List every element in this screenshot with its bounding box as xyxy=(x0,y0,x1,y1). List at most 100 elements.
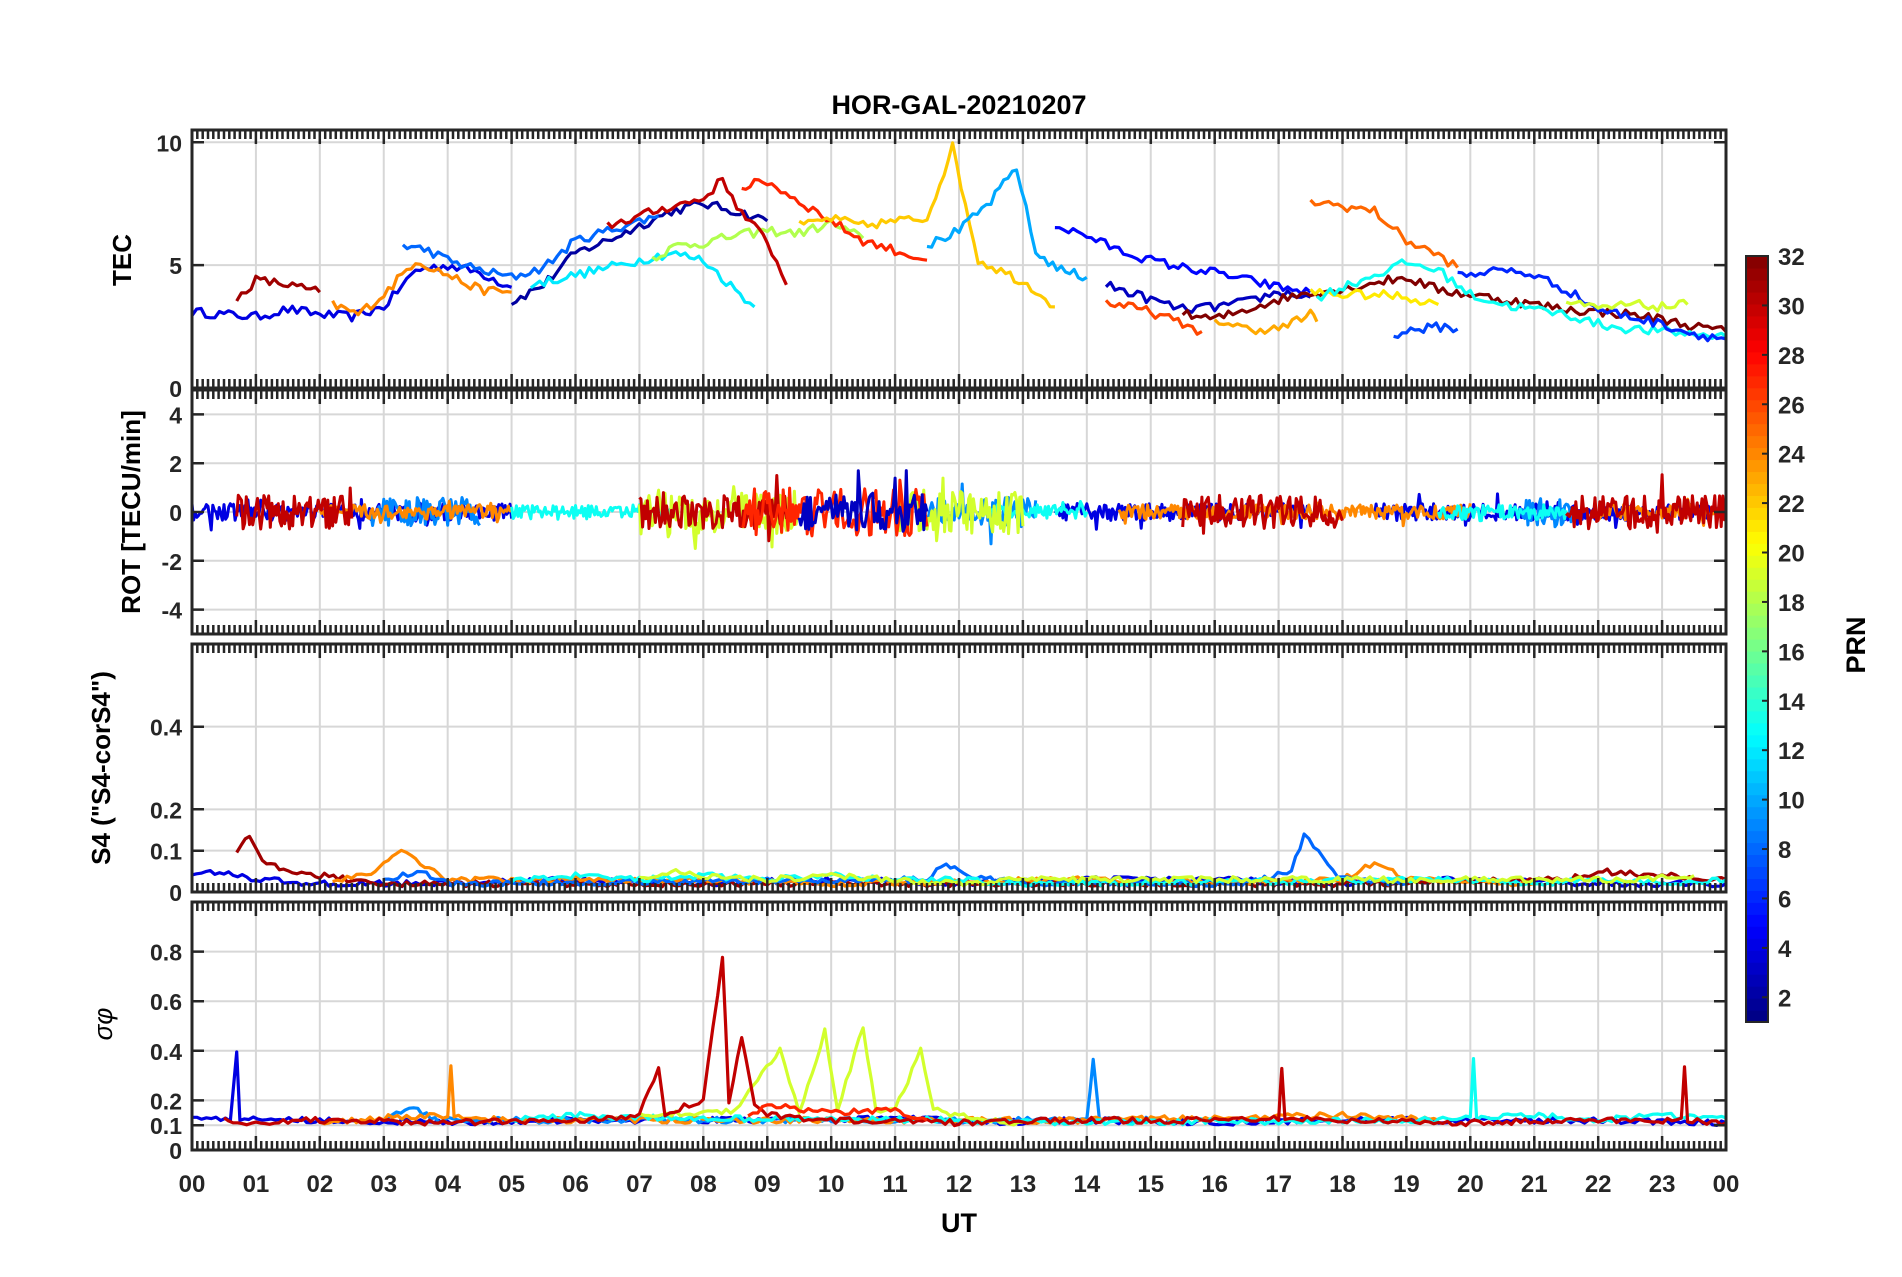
x-tick-label: 02 xyxy=(306,1171,333,1198)
colorbar-band xyxy=(1746,495,1768,508)
x-tick-label: 16 xyxy=(1201,1171,1228,1198)
colorbar-band xyxy=(1746,770,1768,784)
y-tick-label: 0 xyxy=(169,500,182,526)
colorbar-band xyxy=(1746,555,1768,568)
y-tick-label: 0.4 xyxy=(150,1039,182,1065)
series-line-prn-5 xyxy=(1054,226,1312,296)
x-tick-label: 20 xyxy=(1457,1171,1484,1198)
series-line-prn-19 xyxy=(638,1026,1024,1127)
colorbar-band xyxy=(1746,746,1768,760)
series-line-prn-30 xyxy=(1181,493,1344,535)
x-tick-label: 06 xyxy=(562,1171,589,1198)
colorbar-band xyxy=(1746,339,1768,353)
panel-ylabel-rot: ROT [TECU/min] xyxy=(116,410,146,614)
series-line-prn-31 xyxy=(235,274,321,302)
colorbar-band xyxy=(1746,998,1768,1011)
y-tick-label: 0.8 xyxy=(150,940,182,966)
x-tick-label: 09 xyxy=(754,1171,781,1198)
colorbar-tick-label: 24 xyxy=(1778,442,1805,469)
colorbar-label: PRN xyxy=(1841,616,1871,673)
colorbar-band xyxy=(1746,782,1768,796)
colorbar-band xyxy=(1746,986,1768,999)
series-line-prn-27 xyxy=(741,177,928,262)
series-line-prn-30 xyxy=(235,486,354,531)
x-tick-marks xyxy=(190,644,1728,892)
grid-layer xyxy=(192,130,1726,1151)
x-tick-label: 15 xyxy=(1137,1171,1164,1198)
series-line-prn-19 xyxy=(639,868,1695,888)
colorbar-tick-label: 8 xyxy=(1778,837,1791,864)
colorbar-tick-label: 4 xyxy=(1778,936,1792,963)
y-tick-label: 0.2 xyxy=(150,797,182,823)
colorbar-band xyxy=(1746,543,1768,556)
colorbar-band xyxy=(1746,734,1768,748)
colorbar-tick-label: 18 xyxy=(1778,590,1805,617)
colorbar-band xyxy=(1746,974,1768,987)
x-tick-label: 07 xyxy=(626,1171,653,1198)
colorbar-band xyxy=(1746,519,1768,532)
colorbar-band xyxy=(1746,483,1768,496)
series-line-prn-30 xyxy=(638,474,788,543)
y-tick-label: 0.6 xyxy=(150,989,182,1015)
x-axis-label: UT xyxy=(941,1208,977,1238)
y-tick-label: 0.4 xyxy=(150,715,182,741)
colorbar-band xyxy=(1746,615,1768,628)
series-line-prn-24 xyxy=(319,1064,1439,1126)
y-tick-marks xyxy=(192,413,1726,611)
series-line-prn-32 xyxy=(1181,274,1726,333)
y-tick-label: 0.2 xyxy=(150,1088,182,1114)
colorbar-tick-label: 32 xyxy=(1778,244,1805,271)
series-line-prn-27 xyxy=(741,478,929,538)
x-tick-label: 01 xyxy=(243,1171,270,1198)
series-line-prn-27 xyxy=(747,1103,928,1122)
y-tick-label: 2 xyxy=(169,451,182,477)
frame-layer xyxy=(190,128,1769,1152)
colorbar-band xyxy=(1746,507,1768,520)
series-line-prn-12 xyxy=(529,250,756,309)
x-tick-label: 13 xyxy=(1010,1171,1037,1198)
colorbar-tick-label: 30 xyxy=(1778,293,1805,320)
colorbar-band xyxy=(1746,1010,1768,1023)
colorbar-tick-label: 20 xyxy=(1778,541,1805,568)
colorbar-band xyxy=(1746,914,1768,927)
y-tick-label: 0 xyxy=(169,1138,182,1164)
colorbar-frame xyxy=(1745,255,1769,1023)
colorbar-band xyxy=(1746,423,1768,437)
colorbar-band xyxy=(1746,327,1768,341)
colorbar-band xyxy=(1746,890,1768,903)
colorbar-tick-label: 22 xyxy=(1778,491,1805,518)
colorbar-tick-label: 14 xyxy=(1778,689,1805,716)
x-tick-label: 18 xyxy=(1329,1171,1356,1198)
colorbar-band xyxy=(1746,639,1768,652)
series-line-prn-30 xyxy=(1565,473,1726,534)
colorbar-band xyxy=(1746,938,1768,951)
x-tick-label: 17 xyxy=(1265,1171,1292,1198)
colorbar-band xyxy=(1746,866,1768,879)
y-tick-label: -4 xyxy=(162,598,183,624)
colorbar-band xyxy=(1746,315,1768,329)
colorbar-tick-label: 10 xyxy=(1778,788,1805,815)
x-tick-label: 21 xyxy=(1521,1171,1548,1198)
x-tick-marks xyxy=(190,902,1728,1150)
x-tick-label: 08 xyxy=(690,1171,717,1198)
series-line-prn-13 xyxy=(1315,258,1726,340)
y-tick-label: 0.1 xyxy=(150,1113,182,1139)
panel-ylabel-sigma: σφ xyxy=(88,1008,118,1041)
colorbar-band xyxy=(1746,579,1768,592)
x-tick-label: 19 xyxy=(1393,1171,1420,1198)
chart-title: HOR-GAL-20210207 xyxy=(831,90,1086,120)
series-line-prn-21 xyxy=(1309,288,1440,306)
y-tick-label: 0.1 xyxy=(150,839,182,865)
colorbar-band xyxy=(1746,375,1768,389)
colorbar-band xyxy=(1746,926,1768,939)
colorbar-tick-label: 16 xyxy=(1778,639,1805,666)
colorbar-band xyxy=(1746,567,1768,580)
series-line-prn-26 xyxy=(1104,299,1203,336)
y-tick-label: 10 xyxy=(156,130,182,156)
colorbar-band xyxy=(1746,363,1768,377)
colorbar-tick-label: 6 xyxy=(1778,886,1791,913)
x-tick-label: 11 xyxy=(882,1171,907,1198)
colorbar-band xyxy=(1746,794,1768,808)
